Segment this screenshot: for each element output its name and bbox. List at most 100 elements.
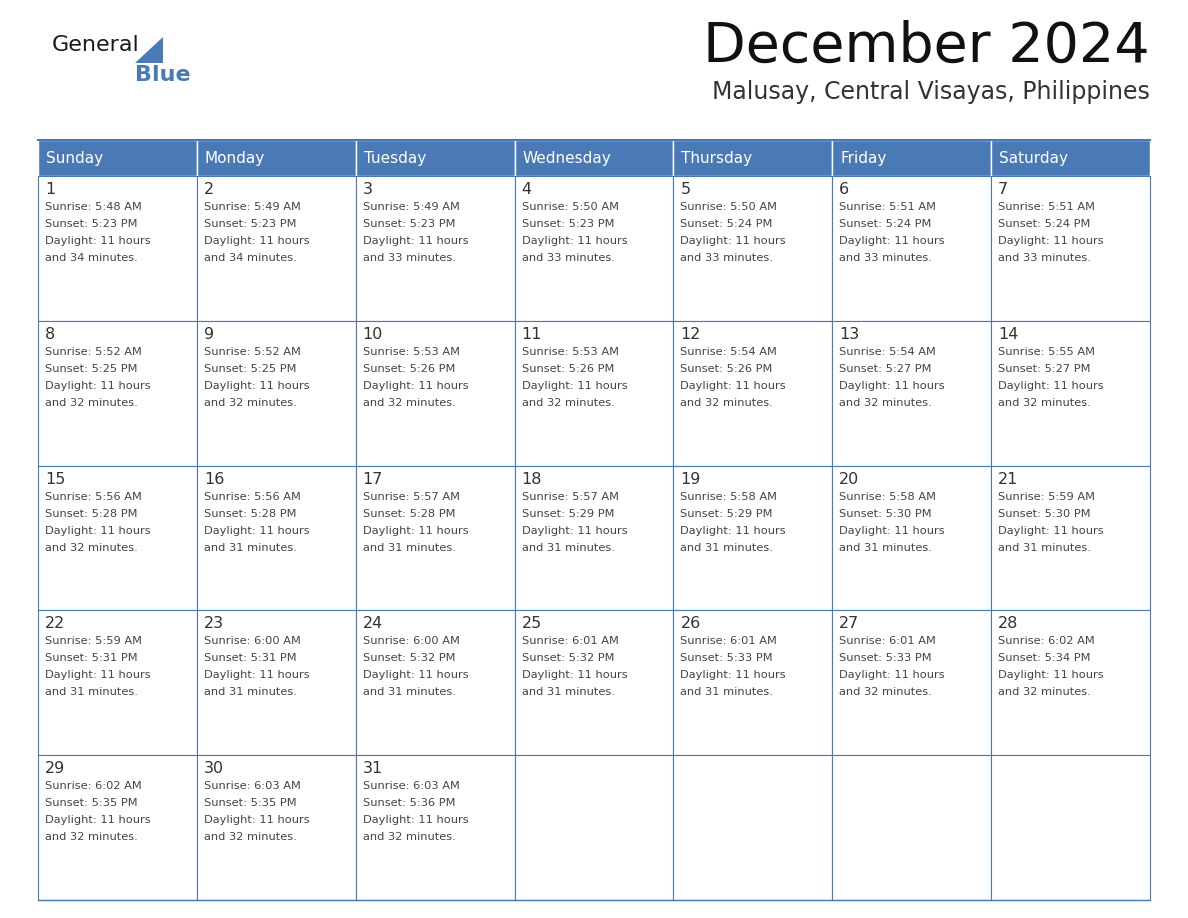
- Text: Daylight: 11 hours: Daylight: 11 hours: [681, 236, 786, 246]
- Text: Daylight: 11 hours: Daylight: 11 hours: [839, 670, 944, 680]
- Bar: [514, 320, 674, 465]
- Text: 29: 29: [45, 761, 65, 777]
- Text: Sunset: 5:36 PM: Sunset: 5:36 PM: [362, 798, 455, 808]
- Text: 4: 4: [522, 182, 532, 197]
- Bar: [38, 610, 197, 756]
- Bar: [514, 756, 674, 900]
- Text: General: General: [52, 35, 140, 55]
- Bar: [355, 610, 514, 756]
- Bar: [197, 320, 355, 465]
- Bar: [197, 756, 355, 900]
- Text: Daylight: 11 hours: Daylight: 11 hours: [362, 526, 468, 535]
- Text: and 32 minutes.: and 32 minutes.: [45, 543, 138, 553]
- Text: Daylight: 11 hours: Daylight: 11 hours: [998, 526, 1104, 535]
- Text: Sunset: 5:31 PM: Sunset: 5:31 PM: [45, 654, 138, 664]
- Bar: [833, 465, 991, 610]
- Text: Sunrise: 5:52 AM: Sunrise: 5:52 AM: [45, 347, 141, 357]
- Bar: [674, 610, 833, 756]
- Bar: [514, 176, 674, 320]
- Text: and 32 minutes.: and 32 minutes.: [45, 833, 138, 842]
- Bar: [833, 176, 991, 320]
- Text: Thursday: Thursday: [682, 151, 752, 165]
- Text: Sunrise: 5:59 AM: Sunrise: 5:59 AM: [998, 492, 1095, 501]
- Text: Daylight: 11 hours: Daylight: 11 hours: [45, 381, 151, 391]
- Text: and 31 minutes.: and 31 minutes.: [522, 688, 614, 698]
- Text: Sunset: 5:29 PM: Sunset: 5:29 PM: [681, 509, 773, 519]
- Text: 22: 22: [45, 616, 65, 632]
- Text: Sunset: 5:28 PM: Sunset: 5:28 PM: [45, 509, 138, 519]
- Text: Daylight: 11 hours: Daylight: 11 hours: [998, 236, 1104, 246]
- Text: 13: 13: [839, 327, 860, 341]
- Text: and 33 minutes.: and 33 minutes.: [681, 253, 773, 263]
- Text: 8: 8: [45, 327, 56, 341]
- Text: and 31 minutes.: and 31 minutes.: [681, 688, 773, 698]
- Text: Daylight: 11 hours: Daylight: 11 hours: [45, 815, 151, 825]
- Text: 17: 17: [362, 472, 383, 487]
- Bar: [38, 140, 197, 176]
- Bar: [355, 320, 514, 465]
- Text: Monday: Monday: [204, 151, 265, 165]
- Text: and 31 minutes.: and 31 minutes.: [839, 543, 933, 553]
- Text: 23: 23: [204, 616, 225, 632]
- Text: Sunrise: 5:57 AM: Sunrise: 5:57 AM: [362, 492, 460, 501]
- Text: Sunset: 5:30 PM: Sunset: 5:30 PM: [998, 509, 1091, 519]
- Text: Daylight: 11 hours: Daylight: 11 hours: [45, 236, 151, 246]
- Text: Sunset: 5:32 PM: Sunset: 5:32 PM: [522, 654, 614, 664]
- Text: and 32 minutes.: and 32 minutes.: [522, 397, 614, 408]
- Text: Sunrise: 6:02 AM: Sunrise: 6:02 AM: [998, 636, 1095, 646]
- Text: Sunrise: 5:56 AM: Sunrise: 5:56 AM: [45, 492, 141, 501]
- Text: Daylight: 11 hours: Daylight: 11 hours: [204, 670, 310, 680]
- Text: and 31 minutes.: and 31 minutes.: [522, 543, 614, 553]
- Bar: [38, 465, 197, 610]
- Text: and 32 minutes.: and 32 minutes.: [839, 688, 933, 698]
- Bar: [833, 610, 991, 756]
- Text: Sunrise: 5:48 AM: Sunrise: 5:48 AM: [45, 202, 141, 212]
- Text: Daylight: 11 hours: Daylight: 11 hours: [204, 236, 310, 246]
- Bar: [197, 610, 355, 756]
- Bar: [355, 756, 514, 900]
- Bar: [674, 465, 833, 610]
- Text: and 32 minutes.: and 32 minutes.: [998, 688, 1091, 698]
- Text: and 34 minutes.: and 34 minutes.: [204, 253, 297, 263]
- Text: Daylight: 11 hours: Daylight: 11 hours: [839, 526, 944, 535]
- Text: Daylight: 11 hours: Daylight: 11 hours: [681, 381, 786, 391]
- Text: Daylight: 11 hours: Daylight: 11 hours: [522, 526, 627, 535]
- Text: Sunset: 5:23 PM: Sunset: 5:23 PM: [362, 219, 455, 229]
- Text: Daylight: 11 hours: Daylight: 11 hours: [204, 526, 310, 535]
- Text: 31: 31: [362, 761, 383, 777]
- Text: Sunset: 5:26 PM: Sunset: 5:26 PM: [522, 364, 614, 374]
- Text: Daylight: 11 hours: Daylight: 11 hours: [204, 381, 310, 391]
- Text: and 32 minutes.: and 32 minutes.: [204, 833, 297, 842]
- Text: 2: 2: [204, 182, 214, 197]
- Text: Sunrise: 6:00 AM: Sunrise: 6:00 AM: [362, 636, 460, 646]
- Text: Tuesday: Tuesday: [364, 151, 426, 165]
- Bar: [38, 320, 197, 465]
- Text: and 31 minutes.: and 31 minutes.: [362, 688, 455, 698]
- Text: Sunset: 5:28 PM: Sunset: 5:28 PM: [204, 509, 296, 519]
- Bar: [833, 756, 991, 900]
- Text: Sunset: 5:24 PM: Sunset: 5:24 PM: [839, 219, 931, 229]
- Bar: [674, 320, 833, 465]
- Bar: [991, 176, 1150, 320]
- Text: Daylight: 11 hours: Daylight: 11 hours: [998, 670, 1104, 680]
- Text: Sunrise: 5:49 AM: Sunrise: 5:49 AM: [204, 202, 301, 212]
- Bar: [38, 176, 197, 320]
- Text: and 32 minutes.: and 32 minutes.: [998, 397, 1091, 408]
- Text: Daylight: 11 hours: Daylight: 11 hours: [998, 381, 1104, 391]
- Text: Sunrise: 6:01 AM: Sunrise: 6:01 AM: [522, 636, 619, 646]
- Bar: [991, 320, 1150, 465]
- Text: Daylight: 11 hours: Daylight: 11 hours: [839, 236, 944, 246]
- Text: and 32 minutes.: and 32 minutes.: [45, 397, 138, 408]
- Text: 21: 21: [998, 472, 1018, 487]
- Bar: [197, 465, 355, 610]
- Text: 7: 7: [998, 182, 1009, 197]
- Text: and 31 minutes.: and 31 minutes.: [45, 688, 138, 698]
- Text: 12: 12: [681, 327, 701, 341]
- Text: Sunrise: 6:01 AM: Sunrise: 6:01 AM: [681, 636, 777, 646]
- Text: 5: 5: [681, 182, 690, 197]
- Text: Sunrise: 5:54 AM: Sunrise: 5:54 AM: [681, 347, 777, 357]
- Text: Sunset: 5:27 PM: Sunset: 5:27 PM: [998, 364, 1091, 374]
- Text: 9: 9: [204, 327, 214, 341]
- Text: Sunset: 5:30 PM: Sunset: 5:30 PM: [839, 509, 931, 519]
- Text: Sunrise: 5:51 AM: Sunrise: 5:51 AM: [998, 202, 1095, 212]
